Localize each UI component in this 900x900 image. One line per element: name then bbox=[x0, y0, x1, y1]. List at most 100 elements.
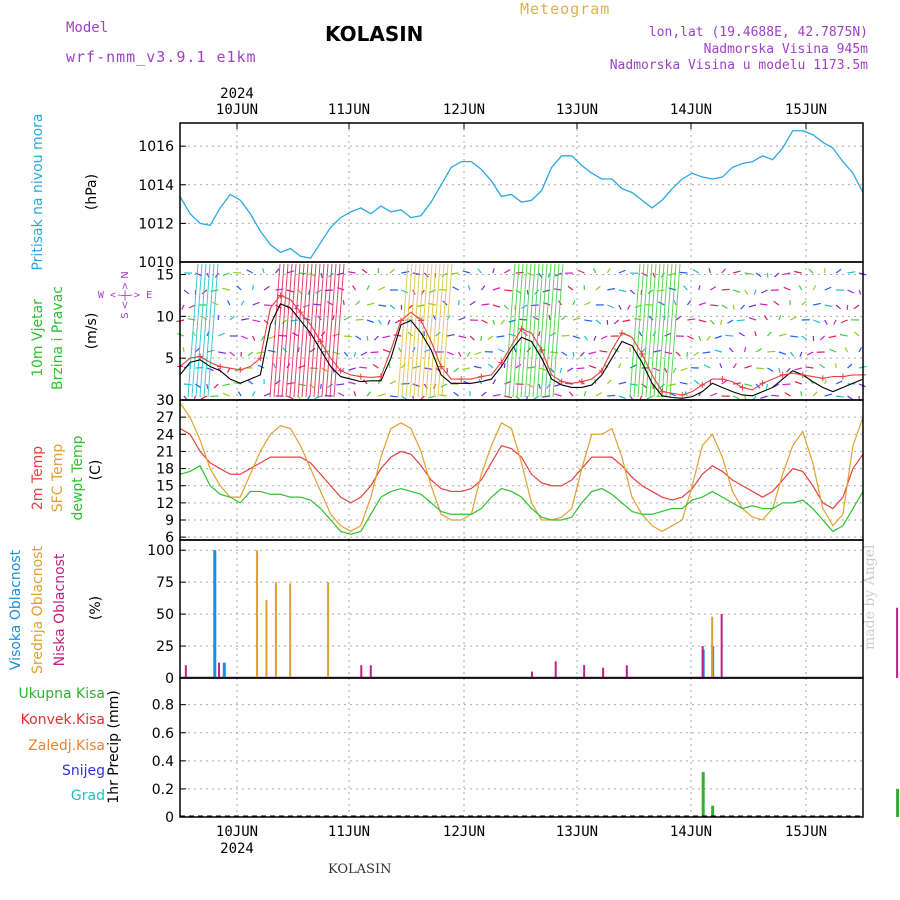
wind-barb bbox=[714, 335, 722, 339]
wind-barb bbox=[778, 367, 781, 373]
top-day-label: 10JUN bbox=[216, 102, 258, 118]
wind-barb bbox=[835, 268, 842, 274]
wind-barb bbox=[836, 395, 844, 398]
low-cloud-bar bbox=[530, 671, 533, 678]
wind-barb bbox=[744, 272, 753, 275]
wind-barb bbox=[800, 391, 803, 397]
wind-barb bbox=[366, 335, 369, 341]
wind-barb bbox=[480, 335, 483, 341]
wind-compass-horizontal: W <-|-> E bbox=[98, 290, 152, 301]
wind-barb bbox=[222, 392, 230, 397]
wind-barb bbox=[687, 318, 696, 321]
dewpt-temp-line bbox=[179, 464, 864, 535]
y-tick-label: 1010 bbox=[138, 255, 174, 271]
wind-barb bbox=[668, 272, 677, 276]
wind-barb bbox=[247, 351, 254, 357]
wind-barb bbox=[753, 289, 757, 295]
bottom-day-label: 13JUN bbox=[556, 824, 598, 840]
wind-barb bbox=[252, 391, 256, 397]
wind-barb bbox=[561, 315, 566, 321]
panel-frame bbox=[179, 677, 864, 818]
wind-barb bbox=[286, 270, 295, 274]
wind-gust-marker bbox=[317, 338, 324, 345]
wind-barb bbox=[428, 395, 436, 399]
wind-gust-marker bbox=[699, 381, 706, 388]
y-tick-label: 75 bbox=[156, 575, 174, 591]
high-cloud-bar bbox=[213, 550, 217, 678]
wind-barb bbox=[473, 365, 482, 369]
y-tick-label: 15 bbox=[156, 479, 174, 495]
y-tick-label: 10 bbox=[156, 309, 174, 325]
wind-barb bbox=[759, 303, 768, 306]
wind-barb bbox=[683, 285, 688, 291]
wind-barb bbox=[618, 395, 626, 399]
wind-barb bbox=[360, 351, 368, 356]
wind-gust-marker bbox=[659, 388, 666, 395]
wind-barb bbox=[744, 383, 753, 387]
wind-barb bbox=[275, 268, 280, 274]
wind-barb bbox=[622, 319, 631, 323]
wind-barb bbox=[736, 319, 745, 322]
wind-barb bbox=[679, 381, 688, 385]
wind-band-barb bbox=[508, 263, 520, 398]
wind-barb bbox=[492, 287, 501, 291]
wind-barb bbox=[824, 393, 833, 397]
wind-barb bbox=[298, 383, 307, 387]
wind-barb bbox=[702, 351, 711, 354]
precip-legend-entry: Snijeg bbox=[62, 763, 105, 779]
sfc-temp-line bbox=[179, 402, 864, 533]
wind-barb bbox=[498, 348, 505, 353]
wind-barb bbox=[744, 347, 747, 353]
wind-barb bbox=[195, 383, 202, 389]
wind-barb bbox=[492, 319, 496, 325]
wind-band-barb bbox=[289, 263, 301, 398]
wind-barb bbox=[389, 395, 398, 398]
wind-barb bbox=[680, 367, 688, 372]
wind-gust-marker bbox=[357, 373, 364, 380]
wind-band-barb bbox=[669, 263, 681, 398]
wind-barb bbox=[732, 304, 735, 310]
wind-barb bbox=[698, 302, 707, 306]
wind-band-barb bbox=[187, 263, 199, 398]
wind-barb bbox=[261, 268, 265, 274]
wind-barb bbox=[709, 286, 717, 291]
wind-band-barb bbox=[203, 263, 215, 398]
wind-barb bbox=[633, 317, 642, 321]
wind-barb bbox=[744, 289, 749, 295]
wind-barb bbox=[561, 334, 570, 337]
wind-barb bbox=[532, 316, 539, 321]
wind-barb bbox=[773, 300, 780, 306]
wind-barb bbox=[588, 351, 597, 355]
wind-barb bbox=[377, 319, 382, 325]
wind-barb bbox=[565, 382, 574, 385]
total-precip-bar bbox=[711, 805, 715, 817]
wind-band-barb bbox=[207, 263, 219, 398]
wind-barb bbox=[195, 347, 201, 353]
wind-band-barb bbox=[333, 263, 345, 398]
wind-barb bbox=[458, 335, 467, 339]
wind-barb bbox=[733, 382, 742, 385]
wind-barb bbox=[538, 383, 541, 389]
wind-band-barb bbox=[195, 263, 207, 398]
wind-barb bbox=[847, 289, 855, 294]
wind-barb bbox=[824, 319, 828, 325]
wind-barb bbox=[336, 383, 345, 386]
wind-barb bbox=[693, 379, 700, 385]
wind-barb bbox=[819, 363, 826, 369]
wind-barb bbox=[286, 289, 295, 293]
wind-barb bbox=[721, 304, 728, 309]
temp-2m-line bbox=[179, 428, 864, 510]
wind-barb bbox=[183, 289, 190, 295]
wind-barb bbox=[435, 331, 441, 337]
wind-barb bbox=[847, 271, 856, 274]
wind-gust-marker bbox=[759, 380, 766, 387]
low-cloud-bar bbox=[184, 665, 187, 678]
meteogram-label: Meteogram bbox=[520, 0, 611, 18]
wind-barb bbox=[824, 304, 833, 308]
wind-barb bbox=[320, 272, 323, 278]
wind-barb bbox=[252, 319, 261, 323]
wind-barb bbox=[858, 347, 862, 353]
wind-barb bbox=[583, 391, 587, 397]
wind-gust-marker bbox=[558, 378, 565, 385]
low-cloud-bar bbox=[701, 646, 704, 678]
